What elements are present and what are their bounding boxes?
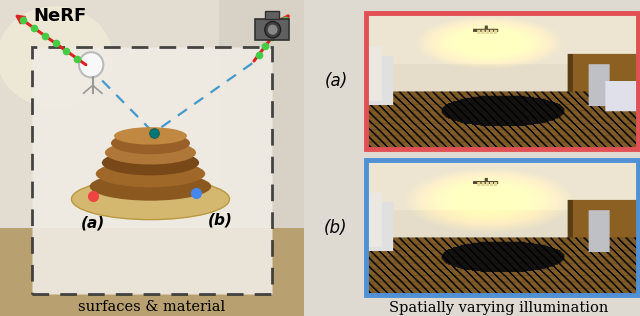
Bar: [266, 11, 279, 19]
Bar: [0, 0, 304, 228]
Text: Spatially varying illumination: Spatially varying illumination: [389, 301, 609, 315]
Ellipse shape: [96, 160, 205, 187]
Text: (a): (a): [81, 216, 105, 230]
Ellipse shape: [90, 172, 211, 201]
Bar: [0, 228, 304, 316]
Bar: [255, 19, 289, 40]
Circle shape: [265, 21, 280, 38]
Ellipse shape: [105, 141, 196, 164]
Text: NeRF: NeRF: [33, 7, 86, 25]
Ellipse shape: [0, 6, 113, 107]
Text: (a): (a): [324, 72, 348, 89]
Ellipse shape: [114, 127, 187, 144]
Circle shape: [268, 25, 278, 35]
Text: (b): (b): [324, 219, 348, 236]
Bar: [32, 47, 272, 294]
Bar: [366, 13, 638, 149]
Ellipse shape: [72, 179, 230, 220]
Text: surfaces & material: surfaces & material: [79, 300, 225, 313]
Ellipse shape: [102, 150, 199, 175]
Text: (b): (b): [208, 212, 233, 227]
Circle shape: [79, 52, 104, 77]
Bar: [366, 160, 638, 295]
Ellipse shape: [111, 132, 190, 154]
Polygon shape: [219, 0, 304, 228]
